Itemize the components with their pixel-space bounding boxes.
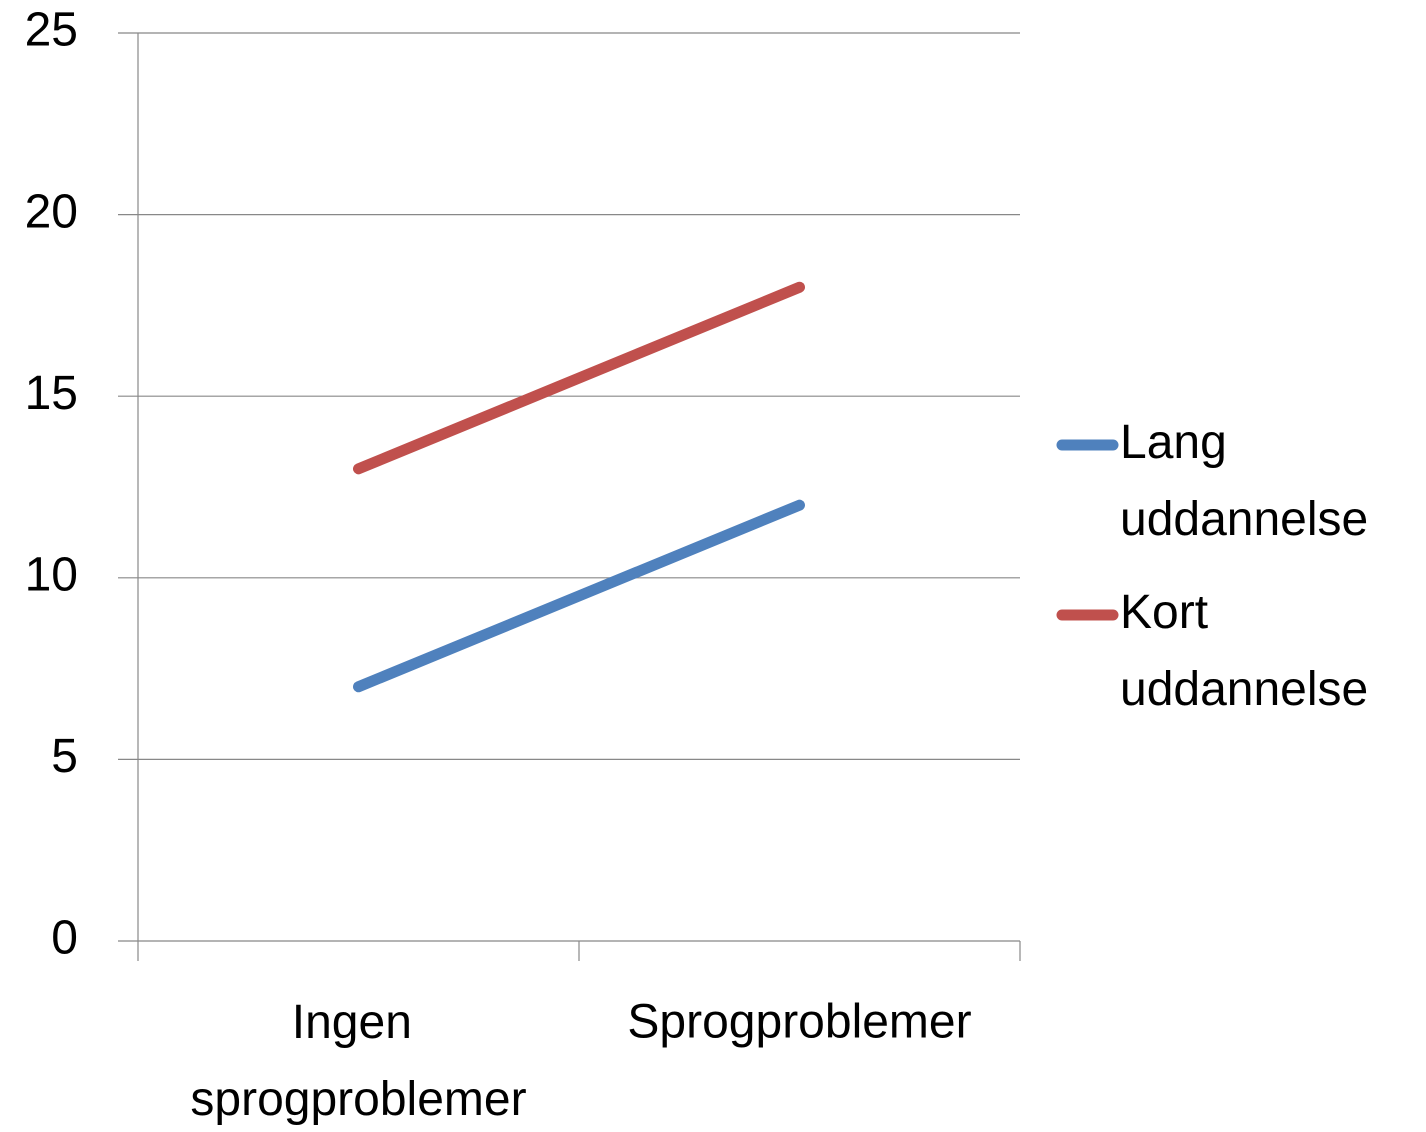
y-tick-label: 10 bbox=[25, 548, 78, 601]
legend-label: Kort uddannelse bbox=[1120, 586, 1368, 716]
y-tick-label: 25 bbox=[25, 4, 78, 57]
legend-label: Lang uddannelse bbox=[1120, 416, 1368, 546]
series-line bbox=[353, 281, 805, 475]
series-line bbox=[353, 499, 805, 693]
x-tick-label: Sprogproblemer bbox=[627, 996, 971, 1049]
y-tick-label: 20 bbox=[25, 185, 78, 238]
y-tick-label: 15 bbox=[25, 367, 78, 420]
x-tick-label: Ingen sprogproblemer bbox=[190, 996, 526, 1126]
y-tick-label: 0 bbox=[51, 912, 78, 965]
y-tick-label: 5 bbox=[51, 730, 78, 783]
